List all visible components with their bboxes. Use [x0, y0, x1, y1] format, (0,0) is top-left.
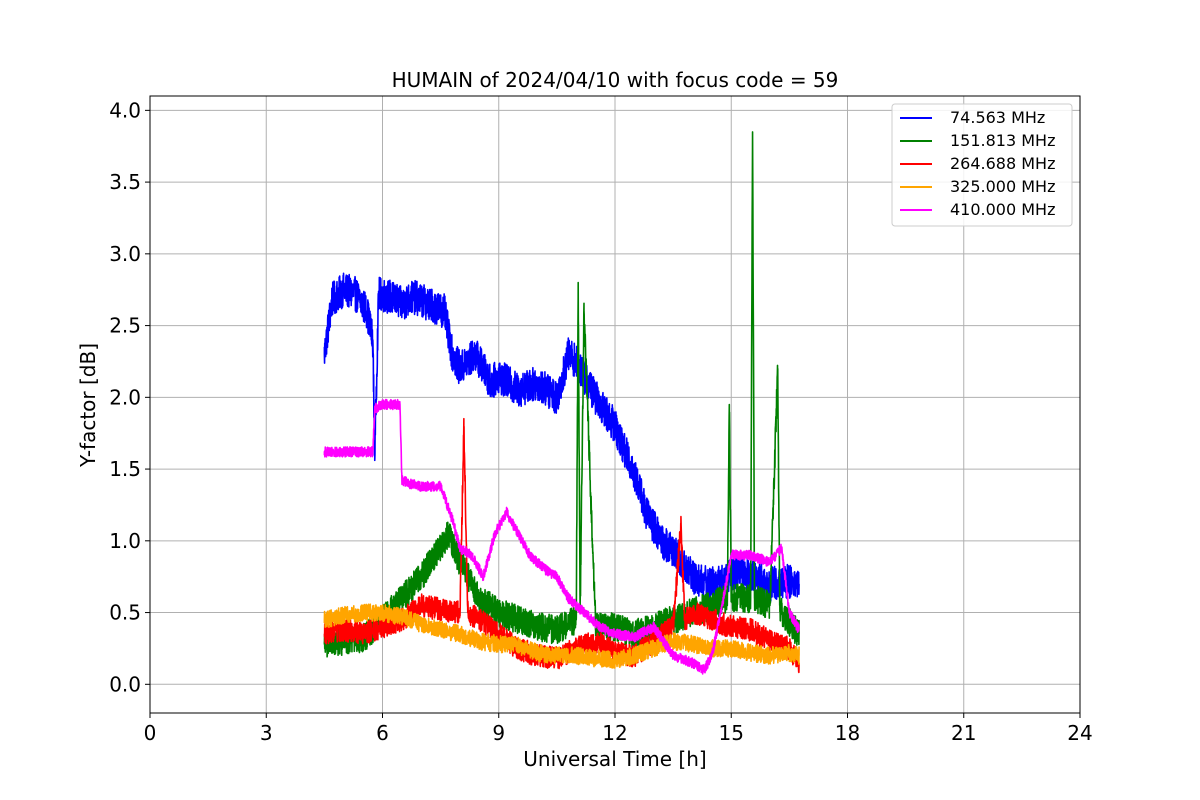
x-tick-label: 0 [144, 721, 157, 745]
y-tick-label: 2.5 [109, 314, 141, 338]
legend-label: 410.000 MHz [950, 200, 1055, 219]
x-axis-label: Universal Time [h] [523, 747, 706, 771]
chart-title: HUMAIN of 2024/04/10 with focus code = 5… [392, 68, 839, 92]
x-tick-label: 18 [835, 721, 860, 745]
x-tick-label: 3 [260, 721, 273, 745]
x-tick-label: 24 [1067, 721, 1092, 745]
y-tick-label: 0.5 [109, 601, 141, 625]
y-tick-label: 2.0 [109, 385, 141, 409]
x-tick-label: 15 [719, 721, 744, 745]
y-tick-label: 1.0 [109, 529, 141, 553]
axis-ticks: 0 3 6 9 12 15 18 21 24 0.0 0.5 1.0 1.5 2.0 2.5 3.0 3.5 4.… [109, 98, 1093, 745]
legend-box [891, 103, 1073, 227]
y-tick-label: 0.0 [109, 672, 141, 696]
series-line-0 [323, 272, 800, 602]
series-line-3 [323, 603, 800, 669]
x-tick-label: 21 [951, 721, 976, 745]
legend-label: 264.688 MHz [950, 154, 1055, 173]
legend: 74.563 MHz 151.813 MHz 264.688 MHz 325.000 … [891, 103, 1073, 227]
x-tick-label: 9 [492, 721, 505, 745]
y-tick-label: 1.5 [109, 457, 141, 481]
legend-label: 74.563 MHz [950, 108, 1045, 127]
legend-label: 151.813 MHz [950, 131, 1055, 150]
series-line-4 [323, 398, 800, 675]
y-tick-label: 3.5 [109, 170, 141, 194]
y-tick-label: 3.0 [109, 242, 141, 266]
series-lines [323, 131, 800, 675]
x-tick-label: 12 [602, 721, 627, 745]
y-axis-label: Y-factor [dB] [76, 343, 100, 468]
x-tick-label: 6 [376, 721, 389, 745]
legend-label: 325.000 MHz [950, 177, 1055, 196]
y-tick-label: 4.0 [109, 98, 141, 122]
